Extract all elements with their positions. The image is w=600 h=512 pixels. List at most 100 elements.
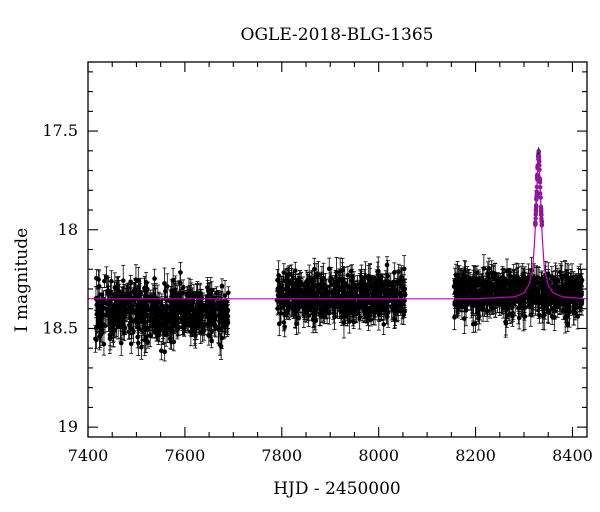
data-point (99, 304, 104, 310)
data-point (186, 288, 192, 294)
data-point (347, 309, 353, 314)
data-point (191, 294, 197, 299)
data-point (190, 312, 196, 318)
data-point (277, 288, 282, 294)
data-point (311, 283, 316, 288)
data-point (119, 292, 125, 298)
data-point (206, 333, 212, 339)
data-point (397, 292, 402, 297)
data-point (399, 299, 404, 304)
data-point (318, 304, 324, 310)
data-point (371, 293, 376, 298)
data-point (96, 277, 101, 282)
data-point (219, 283, 225, 289)
data-point (385, 273, 391, 279)
data-point (383, 279, 389, 284)
data-point (185, 322, 191, 328)
data-point (113, 305, 118, 310)
data-point (395, 309, 401, 314)
data-point (209, 329, 215, 334)
data-point (368, 317, 374, 323)
data-point (188, 329, 194, 335)
data-point (376, 312, 382, 317)
data-point (321, 291, 327, 297)
data-point (388, 281, 394, 287)
data-point (175, 327, 180, 333)
data-points-layer (93, 147, 585, 362)
data-point (142, 288, 148, 293)
data-point (349, 279, 355, 284)
data-point (172, 315, 177, 321)
data-point (307, 297, 312, 302)
data-point (118, 340, 124, 346)
data-point (348, 285, 354, 290)
data-point (102, 323, 108, 329)
data-point (318, 285, 324, 291)
data-point (340, 278, 346, 283)
data-point (340, 267, 345, 273)
data-point (170, 277, 176, 283)
data-point (371, 309, 376, 315)
data-point (275, 277, 280, 283)
data-point (112, 285, 118, 291)
chart-title: OGLE-2018-BLG-1365 (241, 25, 434, 45)
data-point (168, 305, 173, 311)
data-point (152, 276, 157, 281)
data-point (200, 303, 206, 309)
data-point (222, 293, 228, 298)
data-point (159, 348, 164, 354)
data-point (343, 303, 349, 309)
data-point (301, 312, 307, 318)
data-point (376, 277, 382, 283)
data-point (141, 299, 146, 304)
data-point (278, 306, 283, 311)
data-point (177, 281, 183, 286)
data-point (129, 326, 135, 332)
data-point (105, 300, 111, 305)
data-point (341, 308, 346, 314)
data-point (178, 308, 184, 313)
data-point (205, 293, 211, 299)
data-point (157, 310, 163, 316)
data-point (154, 306, 159, 312)
data-point (94, 302, 99, 308)
data-point (102, 278, 107, 284)
data-point (152, 328, 158, 333)
data-point (120, 313, 126, 319)
data-point (381, 322, 387, 327)
data-point (316, 272, 321, 277)
data-point (402, 286, 408, 292)
data-point (166, 319, 171, 325)
data-point (402, 309, 407, 314)
data-point (99, 327, 105, 333)
data-point (133, 277, 139, 282)
data-point (163, 288, 168, 294)
data-point (362, 288, 368, 293)
data-point (184, 312, 190, 318)
data-point (220, 315, 226, 320)
data-point (180, 285, 186, 291)
data-point (295, 286, 301, 292)
data-point (345, 272, 351, 278)
data-point (399, 274, 404, 280)
data-point (351, 319, 357, 325)
data-point (295, 303, 301, 308)
data-point (151, 300, 156, 306)
data-point (169, 339, 174, 345)
data-point (137, 292, 143, 297)
data-point (306, 279, 312, 285)
data-point (134, 308, 140, 314)
data-point (326, 266, 332, 272)
data-point (344, 284, 350, 289)
data-point (384, 262, 390, 268)
data-point (110, 319, 116, 324)
data-point (122, 325, 128, 331)
data-point (136, 340, 141, 346)
data-point (351, 303, 357, 309)
data-point (146, 307, 152, 313)
data-point (321, 275, 326, 281)
data-point (98, 332, 104, 338)
data-point (294, 321, 299, 326)
data-point (313, 307, 318, 312)
